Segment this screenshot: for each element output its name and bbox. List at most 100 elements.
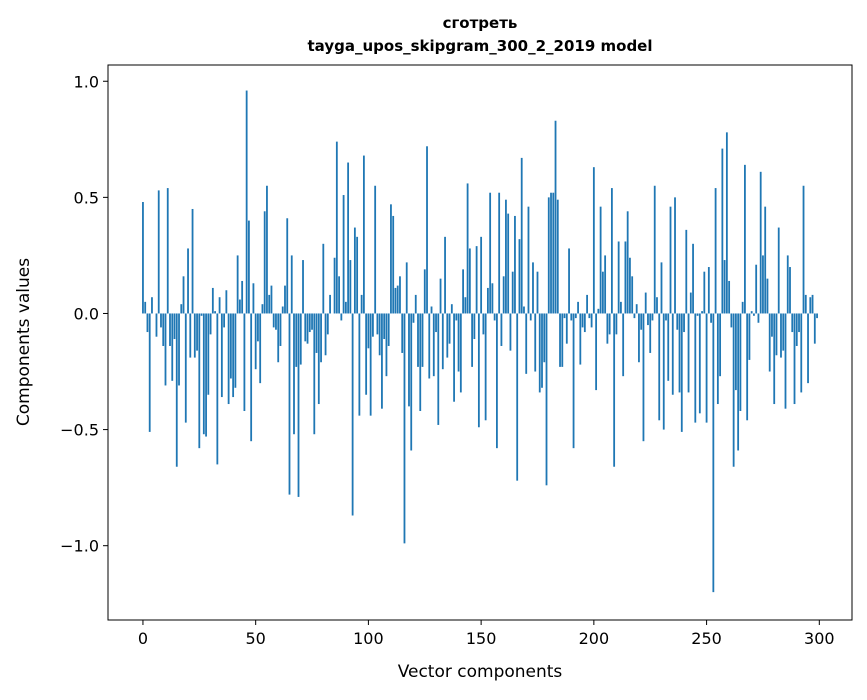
bar-component-16 (178, 313, 180, 385)
bar-component-212 (620, 302, 622, 314)
bar-component-129 (433, 313, 435, 376)
x-tick-label: 300 (804, 629, 835, 648)
bar-component-235 (672, 313, 674, 394)
bar-component-138 (453, 313, 455, 401)
bar-component-222 (643, 313, 645, 441)
bar-component-172 (530, 313, 532, 320)
bar-component-282 (778, 228, 780, 314)
bar-component-127 (428, 313, 430, 378)
bar-component-192 (575, 313, 577, 318)
bar-component-167 (519, 239, 521, 313)
bar-component-279 (771, 313, 773, 336)
bar-component-63 (284, 286, 286, 314)
bar-component-18 (183, 276, 185, 313)
y-axis: 1.00.50.0−0.5−1.0 (60, 72, 108, 555)
bar-component-26 (201, 313, 203, 315)
bar-component-110 (390, 204, 392, 313)
bar-component-269 (749, 313, 751, 359)
bar-component-21 (189, 313, 191, 357)
bar-component-46 (246, 91, 248, 314)
bar-component-93 (352, 313, 354, 515)
bar-component-268 (746, 313, 748, 420)
bar-component-30 (210, 313, 212, 334)
x-tick-label: 50 (245, 629, 265, 648)
bar-component-39 (230, 313, 232, 378)
bar-component-211 (618, 241, 620, 313)
bar-component-119 (410, 313, 412, 450)
bar-component-4 (151, 297, 153, 313)
bar-component-6 (156, 313, 158, 336)
bar-component-186 (561, 313, 563, 366)
bar-component-272 (755, 265, 757, 314)
bar-component-184 (557, 200, 559, 314)
bar-component-60 (277, 313, 279, 362)
bar-component-34 (219, 297, 221, 313)
bar-component-170 (525, 313, 527, 373)
bar-component-223 (645, 293, 647, 314)
bar-component-289 (794, 313, 796, 404)
bar-component-78 (318, 313, 320, 404)
bar-component-226 (652, 313, 654, 320)
bar-component-148 (476, 246, 478, 313)
bar-component-188 (566, 313, 568, 343)
bar-component-91 (347, 163, 349, 314)
bar-component-108 (386, 313, 388, 376)
bar-component-297 (812, 295, 814, 314)
bar-component-96 (358, 313, 360, 415)
bar-component-17 (180, 304, 182, 313)
bar-component-10 (165, 313, 167, 385)
bar-component-42 (237, 255, 239, 313)
bar-component-266 (742, 302, 744, 314)
bar-component-243 (690, 293, 692, 314)
bar-component-94 (354, 228, 356, 314)
bar-component-224 (647, 313, 649, 325)
bar-component-169 (523, 307, 525, 314)
bar-component-120 (413, 313, 415, 322)
bar-component-134 (444, 237, 446, 314)
bar-component-161 (505, 200, 507, 314)
bar-component-131 (437, 313, 439, 424)
bar-component-233 (667, 313, 669, 380)
bar-component-249 (703, 272, 705, 314)
bar-component-261 (730, 313, 732, 327)
bar-component-50 (255, 313, 257, 369)
bar-component-145 (469, 248, 471, 313)
bar-component-56 (268, 295, 270, 314)
bar-component-273 (758, 313, 760, 322)
bar-component-143 (464, 297, 466, 313)
bar-component-68 (295, 313, 297, 366)
bar-component-43 (239, 300, 241, 314)
bar-component-88 (340, 313, 342, 320)
bar-component-152 (485, 313, 487, 420)
bar-component-121 (415, 295, 417, 314)
bar-component-217 (631, 276, 633, 313)
bar-component-62 (282, 307, 284, 314)
bar-component-267 (744, 165, 746, 314)
bar-component-264 (737, 313, 739, 450)
bar-component-242 (688, 313, 690, 392)
bar-component-238 (679, 313, 681, 392)
bar-component-27 (203, 313, 205, 434)
bar-component-57 (271, 286, 273, 314)
bar-component-204 (602, 272, 604, 314)
bar-component-77 (316, 313, 318, 352)
bar-component-180 (548, 197, 550, 313)
bar-component-293 (803, 186, 805, 314)
bar-component-183 (555, 121, 557, 314)
bar-component-154 (489, 193, 491, 314)
bar-component-7 (158, 190, 160, 313)
bar-component-102 (372, 313, 374, 336)
bar-component-147 (473, 313, 475, 339)
bar-component-79 (320, 313, 322, 362)
y-tick-label: 0.0 (74, 304, 99, 323)
bar-component-234 (670, 207, 672, 314)
bar-component-72 (304, 313, 306, 341)
bar-component-32 (214, 311, 216, 313)
x-tick-label: 0 (138, 629, 148, 648)
bar-component-85 (334, 258, 336, 314)
bar-component-69 (298, 313, 300, 496)
bar-component-90 (345, 302, 347, 314)
bar-component-87 (338, 276, 340, 313)
bar-component-270 (751, 311, 753, 313)
bar-component-178 (543, 313, 545, 362)
